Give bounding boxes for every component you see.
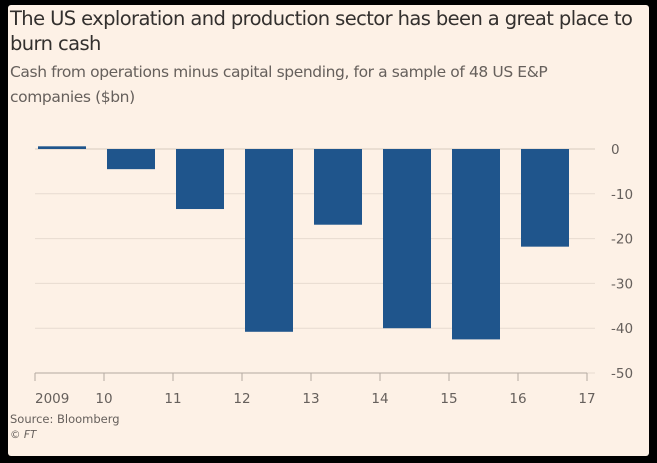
x-tick-label: 15	[440, 391, 457, 407]
y-tick-label: -30	[611, 276, 633, 292]
x-tick-label: 16	[509, 391, 526, 407]
y-tick-label: -40	[611, 321, 633, 337]
bar-2009	[38, 146, 86, 149]
bar-13	[314, 149, 362, 225]
bar-10	[107, 149, 155, 170]
y-tick-label: -10	[611, 187, 633, 203]
source-note: Source: Bloomberg	[10, 412, 120, 426]
y-tick-label: 0	[611, 142, 620, 158]
bar-15	[452, 149, 500, 340]
x-tick-label: 14	[371, 391, 388, 407]
bar-14	[383, 149, 431, 329]
bar-12	[245, 149, 293, 332]
chart-subtitle: Cash from operations minus capital spend…	[10, 63, 548, 106]
bar-16	[521, 149, 569, 247]
chart-title: The US exploration and production sector…	[10, 7, 633, 55]
bar-11	[176, 149, 224, 210]
x-tick-label: 17	[578, 391, 595, 407]
x-tick-label: 11	[164, 391, 181, 407]
y-tick-label: -20	[611, 232, 633, 248]
x-tick-label: 10	[95, 391, 112, 407]
credit-note: © FT	[10, 429, 37, 441]
x-tick-label: 2009	[35, 391, 69, 407]
x-tick-label: 12	[233, 391, 250, 407]
y-tick-label: -50	[611, 366, 633, 382]
x-tick-label: 13	[302, 391, 319, 407]
